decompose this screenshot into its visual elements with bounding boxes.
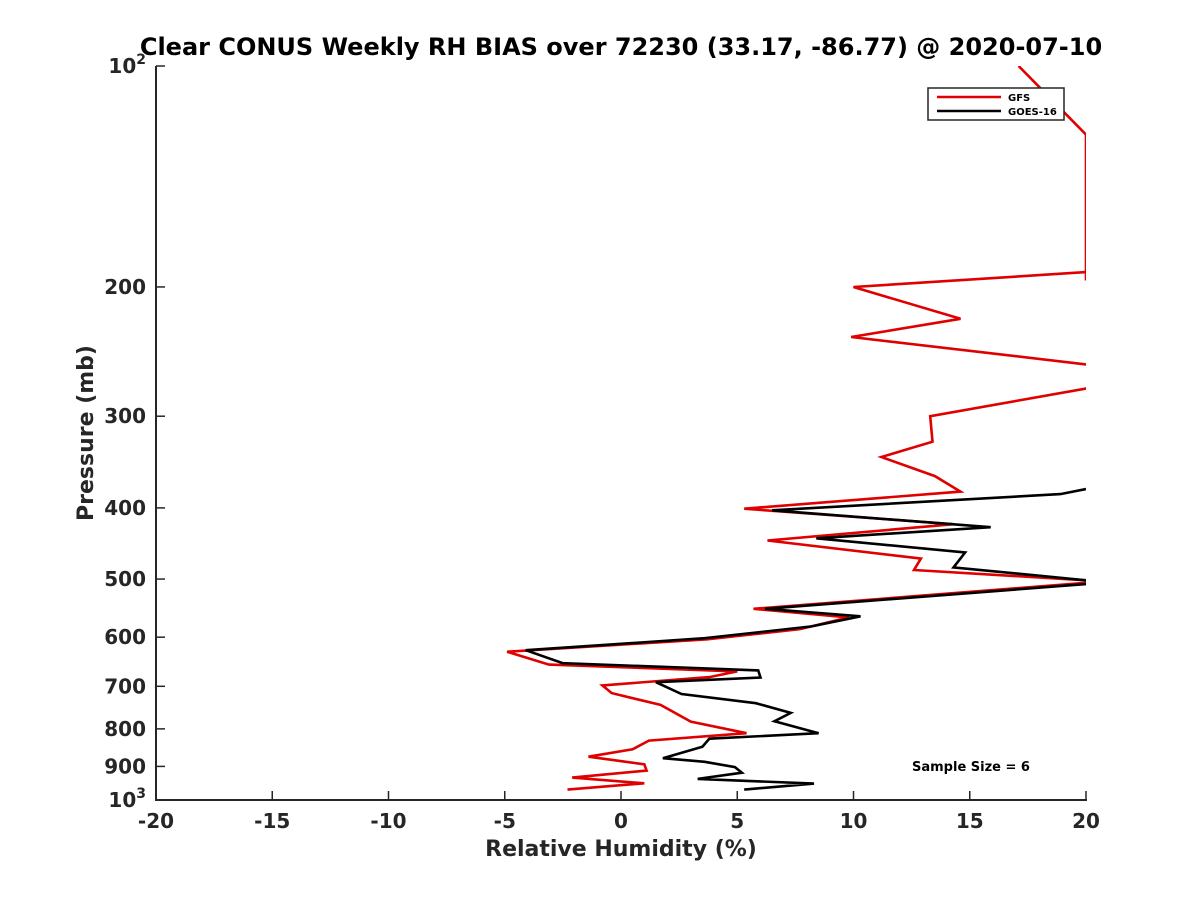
legend-label-goes16: GOES-16 bbox=[1008, 107, 1057, 118]
y-tick-label: 102 bbox=[108, 52, 146, 78]
sample-size-annotation: Sample Size = 6 bbox=[912, 760, 1030, 775]
y-tick-label: 300 bbox=[104, 404, 146, 428]
x-tick-label: -5 bbox=[494, 809, 516, 833]
x-tick-label: 10 bbox=[840, 809, 868, 833]
legend-label-gfs: GFS bbox=[1008, 93, 1030, 104]
legend-box bbox=[927, 87, 1065, 121]
x-axis-label: Relative Humidity (%) bbox=[485, 837, 757, 862]
y-tick-label: 200 bbox=[104, 275, 146, 299]
x-tick-label: 20 bbox=[1072, 809, 1100, 833]
plot-area bbox=[506, 66, 1086, 791]
x-tick-label: -15 bbox=[254, 809, 290, 833]
x-tick-label: -20 bbox=[138, 809, 174, 833]
y-tick-label: 500 bbox=[104, 567, 146, 591]
y-axis-ticks: 102 200 300 400 500 600 700 800 900 103 bbox=[104, 52, 165, 812]
y-tick-label: 400 bbox=[104, 496, 146, 520]
y-tick-label: 600 bbox=[104, 625, 146, 649]
y-tick-label: 103 bbox=[108, 786, 146, 812]
series-line-goes16 bbox=[525, 487, 1086, 791]
x-tick-label: 15 bbox=[956, 809, 984, 833]
y-tick-label: 800 bbox=[104, 717, 146, 741]
y-tick-label: 900 bbox=[104, 754, 146, 778]
y-axis-label: Pressure (mb) bbox=[74, 345, 99, 521]
x-axis-ticks: -20 -15 -10 -5 0 5 10 15 20 bbox=[138, 791, 1100, 833]
series-line-gfs bbox=[506, 66, 1086, 791]
legend: GFS GOES-16 bbox=[927, 87, 1065, 121]
y-tick-label: 700 bbox=[104, 674, 146, 698]
x-tick-label: 5 bbox=[730, 809, 744, 833]
x-tick-label: -10 bbox=[370, 809, 406, 833]
x-tick-label: 0 bbox=[614, 809, 628, 833]
chart-title: Clear CONUS Weekly RH BIAS over 72230 (3… bbox=[140, 33, 1102, 61]
